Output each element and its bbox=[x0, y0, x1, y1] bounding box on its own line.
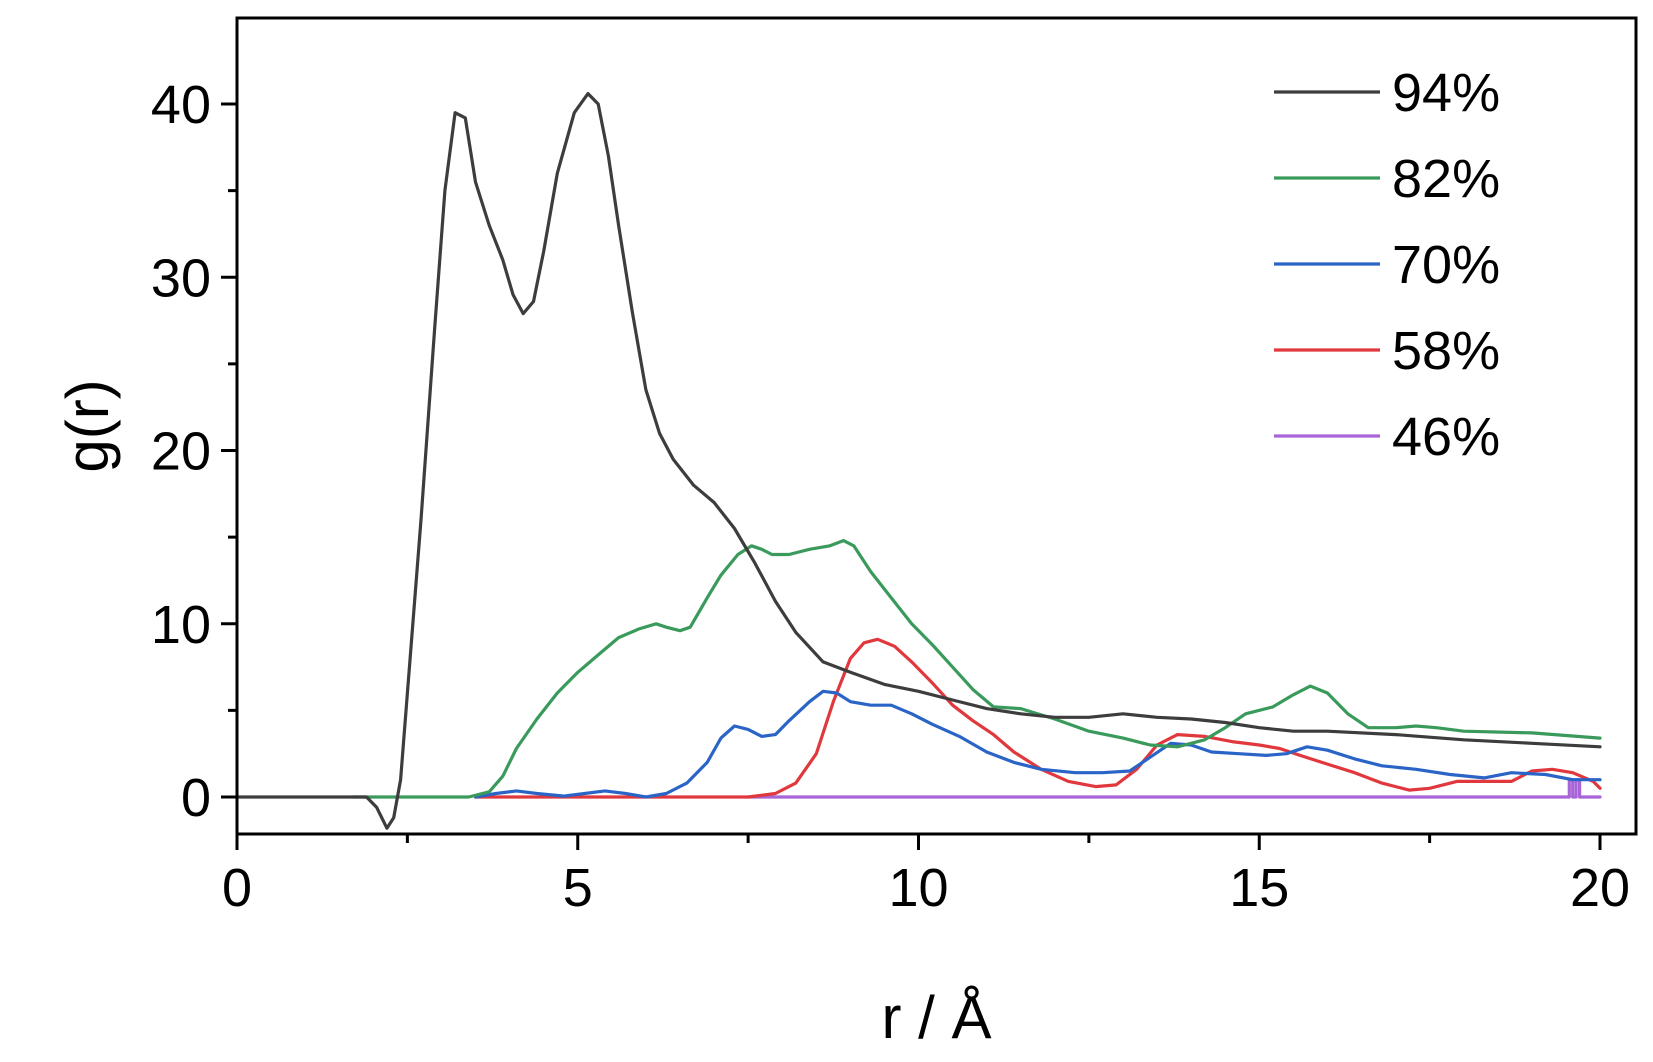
y-axis-label: g(r) bbox=[54, 379, 121, 472]
y-tick-label: 20 bbox=[151, 422, 211, 482]
series-line-82pct bbox=[351, 539, 1602, 799]
legend-label: 46% bbox=[1392, 407, 1500, 467]
legend-label: 82% bbox=[1392, 149, 1500, 209]
series-line-70pct bbox=[473, 689, 1602, 799]
series-layer bbox=[237, 92, 1602, 830]
legend-label: 94% bbox=[1392, 63, 1500, 123]
y-tick-label: 40 bbox=[151, 75, 211, 135]
ticks-layer: 0 5 10 15 20 0 10 20 30 40 bbox=[151, 75, 1630, 918]
x-axis-label: r / Å bbox=[881, 984, 991, 1051]
x-tick-label: 5 bbox=[563, 858, 593, 918]
y-tick-label: 10 bbox=[151, 595, 211, 655]
series-line-94pct bbox=[237, 92, 1602, 830]
x-tick-label: 10 bbox=[888, 858, 948, 918]
y-tick-label: 30 bbox=[151, 248, 211, 308]
x-tick-label: 20 bbox=[1570, 858, 1630, 918]
x-tick-label: 15 bbox=[1229, 858, 1289, 918]
series-line-46pct bbox=[746, 778, 1602, 799]
y-tick-label: 0 bbox=[181, 768, 211, 828]
series-line-58pct bbox=[473, 637, 1602, 799]
legend: 94% 82% 70% 58% 46% bbox=[1274, 63, 1500, 467]
axes-layer bbox=[235, 16, 1638, 836]
legend-label: 58% bbox=[1392, 321, 1500, 381]
x-tick-label: 0 bbox=[222, 858, 252, 918]
plot-frame bbox=[235, 16, 1638, 836]
legend-label: 70% bbox=[1392, 235, 1500, 295]
